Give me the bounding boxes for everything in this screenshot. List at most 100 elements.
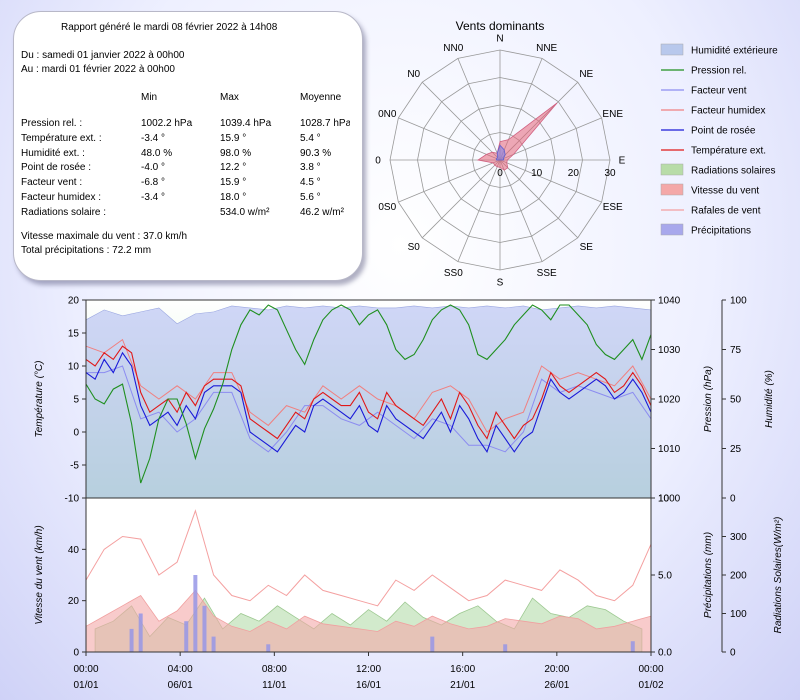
precip-bar	[211, 636, 216, 652]
stat-max: 12.2 °	[220, 162, 247, 174]
rose-spoke	[398, 117, 501, 161]
y-tick-label-right: 1040	[658, 296, 681, 307]
y-tick-label: 20	[68, 596, 80, 607]
rose-title: Vents dominants	[456, 19, 545, 33]
y-tick-label-right: 1020	[658, 395, 681, 406]
rose-direction-label: 0	[375, 156, 381, 167]
wind-axis-label: Vitesse du vent (km/h)	[34, 525, 45, 624]
x-tick-date: 01/02	[638, 680, 663, 691]
y-tick-label: 0	[73, 648, 79, 659]
stat-max: 15.9 °	[220, 132, 247, 144]
legend-label: Pression rel.	[691, 66, 747, 77]
x-tick-date: 16/01	[356, 680, 381, 691]
y-tick-label-right: 1000	[658, 494, 681, 505]
stat-label: Facteur humidex :	[21, 192, 102, 203]
rose-direction-label: 0S0	[378, 202, 396, 213]
humidity-area	[85, 305, 652, 499]
y-tick-label-right2: 100	[730, 609, 747, 620]
y-tick-label-right2: 100	[730, 296, 747, 307]
pressure-line	[85, 304, 652, 484]
temp-axis-label: Température (°C)	[34, 361, 45, 438]
stat-label: Facteur vent :	[21, 177, 83, 189]
wind-gust-line	[85, 509, 652, 607]
stat-max: 15.9 °	[220, 177, 247, 189]
stat-max: 1039.4 hPa	[220, 118, 272, 129]
rose-spoke	[398, 159, 501, 203]
x-tick-time: 08:00	[262, 664, 287, 675]
max-wind: Vitesse maximale du vent : 37.0 km/h	[21, 231, 188, 242]
rose-direction-label: N0	[407, 69, 420, 80]
stat-avg: 5.6 °	[300, 192, 321, 203]
rose-direction-label: S0	[408, 242, 421, 253]
rose-spoke	[457, 58, 501, 161]
y-tick-label-right: 0.0	[658, 648, 672, 659]
y-tick-label: -10	[65, 494, 80, 505]
precip-bar	[193, 575, 198, 652]
rose-spoke	[421, 159, 501, 239]
report-from: Du : samedi 01 janvier 2022 à 00h00	[21, 50, 185, 61]
humidity-axis-label: Humidité (%)	[764, 370, 775, 428]
precip-bar	[630, 641, 635, 652]
report-generated: Rapport généré le mardi 08 février 2022 …	[61, 22, 278, 33]
y-tick-label: 20	[68, 296, 80, 307]
stat-avg: 90.3 %	[300, 147, 332, 159]
x-tick-time: 00:00	[73, 664, 98, 675]
precip-bar	[266, 644, 271, 652]
col-max-header: Max	[220, 92, 239, 103]
rose-direction-label: ESE	[603, 202, 623, 213]
precip-bar	[138, 613, 143, 652]
rose-spoke	[457, 159, 501, 262]
stat-max: 98.0 %	[220, 147, 252, 159]
stat-min: 48.0 %	[141, 147, 173, 159]
y-tick-label-right2: 25	[730, 444, 742, 455]
legend-label: Vitesse du vent	[691, 186, 759, 197]
rose-ring-label: 20	[568, 168, 580, 179]
rose-direction-label: 0N0	[378, 109, 397, 120]
rose-direction-label: SS0	[444, 268, 463, 279]
legend-label: Point de rosée	[691, 126, 756, 137]
stat-avg: 4.5 °	[300, 177, 321, 189]
legend-label: Facteur vent	[691, 86, 747, 97]
stat-avg: 3.8 °	[300, 162, 321, 174]
rose-spoke	[421, 81, 501, 161]
y-tick-label-right: 1030	[658, 345, 681, 356]
total-precip: Total précipitations : 72.2 mm	[21, 245, 152, 256]
stat-max: 18.0 °	[220, 192, 247, 203]
y-tick-label: 40	[68, 545, 80, 556]
rose-spoke	[499, 159, 543, 262]
rose-direction-label: SE	[580, 242, 594, 253]
stat-label: Radiations solaire :	[21, 206, 107, 218]
stat-min: 1002.2 hPa	[141, 118, 193, 129]
col-min-header: Min	[141, 92, 158, 103]
precip-bar	[430, 636, 435, 652]
y-tick-label: 10	[68, 362, 80, 373]
legend-label: Température ext.	[691, 146, 766, 157]
dewpoint-line	[85, 351, 652, 454]
y-tick-label-right: 5.0	[658, 571, 672, 582]
y-tick-label-right2: 0	[730, 494, 736, 505]
rose-direction-label: SSE	[537, 268, 557, 279]
y-tick-label-right2: 0	[730, 648, 736, 659]
precip-bar	[184, 621, 189, 652]
timeseries-chart: 20151050-5-10104010301020101010001007550…	[34, 296, 784, 692]
rose-spoke	[499, 159, 602, 203]
legend-label: Facteur humidex	[691, 106, 765, 117]
x-tick-time: 04:00	[168, 664, 193, 675]
rose-center-label: 0	[497, 168, 503, 179]
stat-min: -3.4 °	[141, 192, 166, 203]
y-tick-label: -5	[70, 461, 79, 472]
legend-swatch	[660, 183, 684, 196]
windchill-line	[86, 365, 652, 453]
y-tick-label-right2: 50	[730, 395, 742, 406]
rose-direction-label: ENE	[602, 109, 623, 120]
stat-min: -4.0 °	[141, 162, 166, 174]
x-tick-time: 00:00	[638, 664, 663, 675]
stat-max: 534.0 w/m²	[220, 206, 270, 218]
precip-bar	[202, 605, 207, 652]
legend-label: Radiations solaires	[691, 166, 776, 177]
precip-bar	[503, 644, 508, 652]
rose-direction-label: E	[619, 156, 626, 167]
stat-min: -3.4 °	[141, 132, 166, 144]
